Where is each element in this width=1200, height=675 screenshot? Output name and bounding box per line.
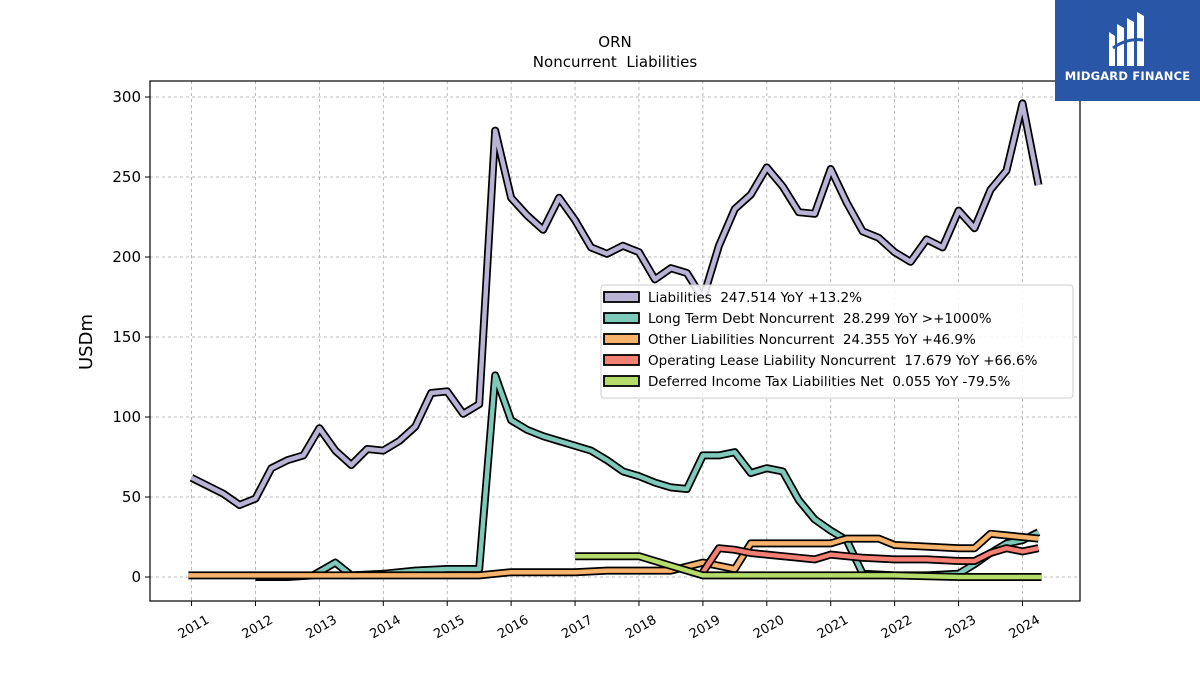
series-line-3: [188, 529, 1039, 580]
legend: Liabilities 247.514 YoY +13.2% Long Term …: [600, 284, 1074, 399]
y-tick-label: 250: [112, 168, 141, 186]
legend-swatch: [603, 333, 640, 345]
legend-label: Other Liabilities Noncurrent 24.355 YoY …: [648, 332, 976, 348]
y-tick-label: 0: [131, 568, 141, 586]
legend-label: Liabilities 247.514 YoY +13.2%: [648, 290, 862, 306]
legend-entry: Deferred Income Tax Liabilities Net 0.05…: [603, 374, 1010, 390]
x-tick-label: 2022: [879, 613, 915, 643]
x-axis: 2011 2012 2013 2014 2015 2016 2017 2018 2019 2020…: [176, 601, 1043, 642]
legend-swatch: [603, 375, 640, 387]
y-tick-label: 300: [112, 88, 141, 106]
legend-entry: Other Liabilities Noncurrent 24.355 YoY …: [603, 332, 976, 348]
legend-entry: Operating Lease Liability Noncurrent 17.…: [603, 353, 1038, 369]
legend-swatch: [603, 354, 640, 366]
legend-box: [600, 284, 1074, 399]
x-tick-label: 2021: [815, 613, 851, 643]
chart-title: ORN: [598, 33, 631, 51]
x-tick-label: 2016: [495, 613, 531, 643]
legend-entry: Long Term Debt Noncurrent 28.299 YoY >+1…: [603, 311, 992, 327]
brand-logo: MIDGARD FINANCE: [1055, 0, 1200, 101]
y-tick-label: 100: [112, 408, 141, 426]
x-tick-label: 2018: [623, 613, 659, 643]
x-tick-label: 2015: [431, 613, 467, 643]
y-axis: 0 50 100 150 200 250 300: [112, 88, 150, 586]
y-tick-label: 150: [112, 328, 141, 346]
x-tick-label: 2014: [367, 613, 403, 643]
x-tick-label: 2012: [240, 613, 276, 643]
x-tick-label: 2011: [176, 613, 212, 643]
brand-name: MIDGARD FINANCE: [1064, 69, 1191, 83]
chart-subtitle: Noncurrent Liabilities: [533, 53, 698, 71]
series-line-5: [575, 552, 1042, 581]
legend-label: Operating Lease Liability Noncurrent 17.…: [648, 353, 1038, 369]
legend-label: Long Term Debt Noncurrent 28.299 YoY >+1…: [648, 311, 992, 327]
brand-mark-icon: [1109, 12, 1144, 66]
legend-swatch: [603, 291, 640, 303]
y-tick-label: 50: [122, 488, 141, 506]
x-tick-label: 2024: [1007, 613, 1043, 643]
legend-entry: Liabilities 247.514 YoY +13.2%: [603, 290, 862, 306]
y-tick-label: 200: [112, 248, 141, 266]
x-tick-label: 2013: [304, 613, 340, 643]
x-tick-label: 2019: [687, 613, 723, 643]
x-tick-label: 2020: [751, 613, 787, 643]
y-axis-label: USDm: [76, 314, 97, 370]
series-layer: [188, 99, 1043, 581]
legend-swatch: [603, 312, 640, 324]
x-tick-label: 2023: [943, 613, 979, 643]
series-line-4: [699, 544, 1040, 575]
legend-label: Deferred Income Tax Liabilities Net 0.05…: [648, 374, 1010, 390]
series-line-1: [189, 99, 1043, 509]
plot-frame: [149, 80, 1081, 602]
x-tick-label: 2017: [559, 613, 595, 643]
